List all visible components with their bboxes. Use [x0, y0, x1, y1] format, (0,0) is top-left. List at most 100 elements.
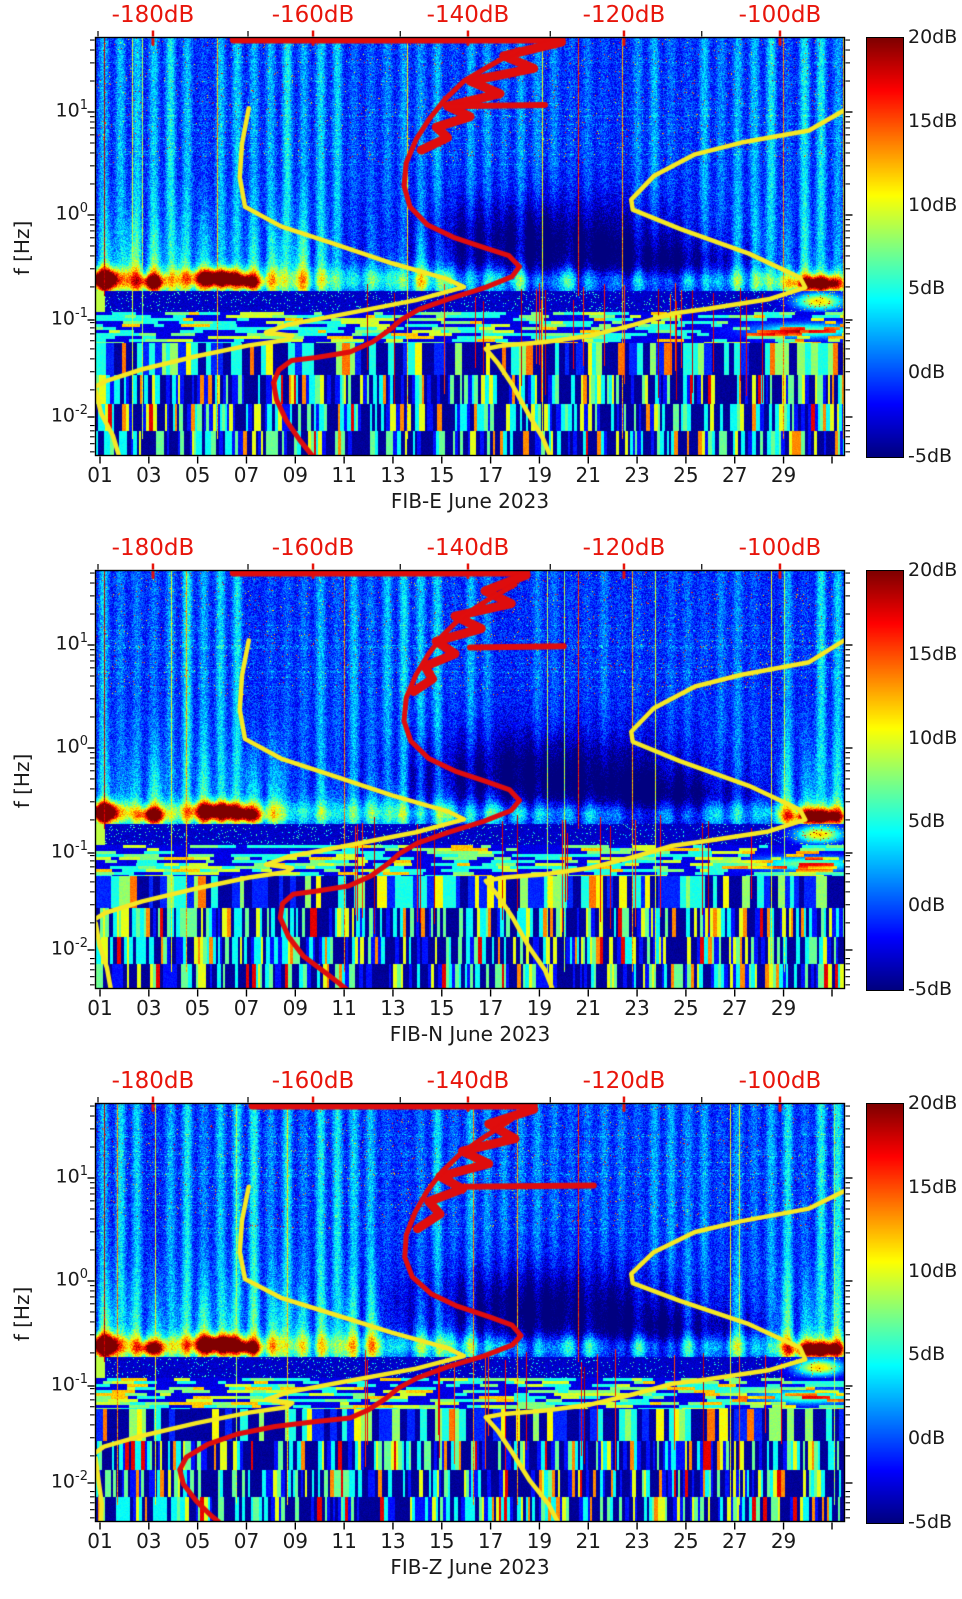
spectrogram-canvas-fib-e — [95, 37, 845, 456]
x-tick-label: 05 — [184, 996, 211, 1020]
colorbar-tick-label: 5dB — [908, 1343, 946, 1366]
x-tick-label: 13 — [380, 996, 406, 1020]
x-tick-label: 03 — [136, 463, 162, 487]
colorbar-tick-label: -5dB — [908, 1511, 953, 1533]
x-tick-label: 01 — [87, 1529, 113, 1553]
x-tick-label: 19 — [526, 1529, 553, 1553]
y-tick-label: 10-1 — [50, 838, 88, 863]
x-tick-label: 25 — [673, 996, 699, 1020]
colorbar-tick-label: 20dB — [908, 559, 958, 581]
y-tick-label: 10-2 — [50, 402, 88, 427]
colorbar-tick-label: -5dB — [908, 445, 953, 467]
y-tick-label: 101 — [55, 631, 88, 655]
x-tick-label: 25 — [673, 1529, 699, 1553]
x-tick-label: 17 — [477, 1529, 504, 1553]
top-axis-label: -140dB — [426, 2, 510, 28]
y-tick-label: 100 — [55, 1266, 88, 1291]
top-axis-label: -100dB — [738, 1068, 822, 1094]
colorbar-tick-label: 10dB — [908, 1259, 958, 1282]
x-tick-label: 29 — [770, 463, 797, 487]
panel-title-fib-e: FIB-E June 2023 — [390, 489, 550, 513]
x-tick-label: 21 — [575, 1529, 601, 1553]
x-tick-label: 27 — [721, 996, 748, 1020]
colorbar-tick-label: 0dB — [908, 894, 946, 917]
x-tick-label: 27 — [721, 1529, 748, 1553]
x-tick-label: 15 — [429, 463, 455, 487]
x-tick-label: 23 — [624, 463, 650, 487]
top-axis-label: -100dB — [738, 2, 822, 28]
colorbar-tick-label: -5dB — [908, 978, 953, 1000]
x-tick-label: 09 — [282, 1529, 309, 1553]
spectrogram-canvas-fib-n — [95, 570, 845, 989]
x-tick-label: 25 — [673, 463, 699, 487]
x-tick-label: 15 — [429, 1529, 455, 1553]
top-axis-label: -160dB — [271, 2, 355, 28]
colorbar-tick-label: 15dB — [908, 1175, 958, 1198]
x-tick-label: 07 — [233, 1529, 260, 1553]
x-tick-label: 17 — [477, 463, 504, 487]
x-tick-label: 13 — [380, 1529, 406, 1553]
colorbar-tick-label: 10dB — [908, 193, 958, 216]
x-tick-label: 19 — [526, 996, 553, 1020]
x-tick-label: 11 — [331, 996, 357, 1020]
colorbar-fib-z — [866, 1103, 904, 1524]
colorbar-tick-label: 5dB — [908, 810, 946, 833]
x-tick-label: 17 — [477, 996, 504, 1020]
panel-fib-e: f [Hz] FIB-E June 2023 -180dB -160dB -140d… — [0, 0, 962, 533]
x-tick-label: 13 — [380, 463, 406, 487]
x-tick-label: 15 — [429, 996, 455, 1020]
top-axis-label: -180dB — [111, 535, 195, 561]
x-tick-label: 27 — [721, 463, 748, 487]
top-axis-label: -140dB — [426, 535, 510, 561]
x-tick-label: 29 — [770, 996, 797, 1020]
top-axis-label: -160dB — [271, 535, 355, 561]
y-tick-label: 101 — [55, 98, 88, 122]
colorbar-tick-label: 5dB — [908, 277, 946, 300]
top-axis-label: -100dB — [738, 535, 822, 561]
x-tick-label: 05 — [184, 463, 211, 487]
x-tick-label: 19 — [526, 463, 553, 487]
x-tick-label: 03 — [136, 996, 162, 1020]
colorbar-tick-label: 15dB — [908, 642, 958, 665]
y-tick-label: 100 — [55, 200, 88, 225]
colorbar-tick-label: 15dB — [908, 109, 958, 132]
y-tick-label: 10-1 — [50, 1371, 88, 1396]
panel-fib-z: f [Hz] FIB-Z June 2023 -180dB -160dB -140d… — [0, 1066, 962, 1599]
x-tick-label: 21 — [575, 463, 601, 487]
top-axis-label: -180dB — [111, 1068, 195, 1094]
top-axis-label: -120dB — [582, 535, 666, 561]
top-axis-label: -120dB — [582, 2, 666, 28]
y-tick-label: 10-2 — [50, 1468, 88, 1493]
x-tick-label: 07 — [233, 996, 260, 1020]
y-tick-label: 10-1 — [50, 305, 88, 330]
x-tick-label: 09 — [282, 996, 309, 1020]
colorbar-tick-label: 20dB — [908, 26, 958, 48]
x-tick-label: 01 — [87, 996, 113, 1020]
colorbar-tick-label: 0dB — [908, 361, 946, 384]
colorbar-fib-e — [866, 37, 904, 458]
colorbar-fib-n — [866, 570, 904, 991]
colorbar-tick-label: 10dB — [908, 726, 958, 749]
panel-title-fib-n: FIB-N June 2023 — [389, 1022, 551, 1046]
y-tick-label: 10-2 — [50, 935, 88, 960]
x-tick-label: 23 — [624, 1529, 650, 1553]
x-tick-label: 29 — [770, 1529, 797, 1553]
x-tick-label: 11 — [331, 1529, 357, 1553]
colorbar-tick-label: 20dB — [908, 1092, 958, 1114]
top-axis-label: -160dB — [271, 1068, 355, 1094]
panel-fib-n: f [Hz] FIB-N June 2023 -180dB -160dB -140d… — [0, 533, 962, 1066]
top-axis-label: -120dB — [582, 1068, 666, 1094]
y-tick-label: 100 — [55, 733, 88, 758]
colorbar-tick-label: 0dB — [908, 1427, 946, 1450]
x-tick-label: 09 — [282, 463, 309, 487]
top-axis-label: -180dB — [111, 2, 195, 28]
x-tick-label: 01 — [87, 463, 113, 487]
x-tick-label: 23 — [624, 996, 650, 1020]
x-tick-label: 05 — [184, 1529, 211, 1553]
x-tick-label: 21 — [575, 996, 601, 1020]
x-tick-label: 03 — [136, 1529, 162, 1553]
top-axis-label: -140dB — [426, 1068, 510, 1094]
y-tick-label: 101 — [55, 1164, 88, 1188]
spectrogram-canvas-fib-z — [95, 1103, 845, 1522]
